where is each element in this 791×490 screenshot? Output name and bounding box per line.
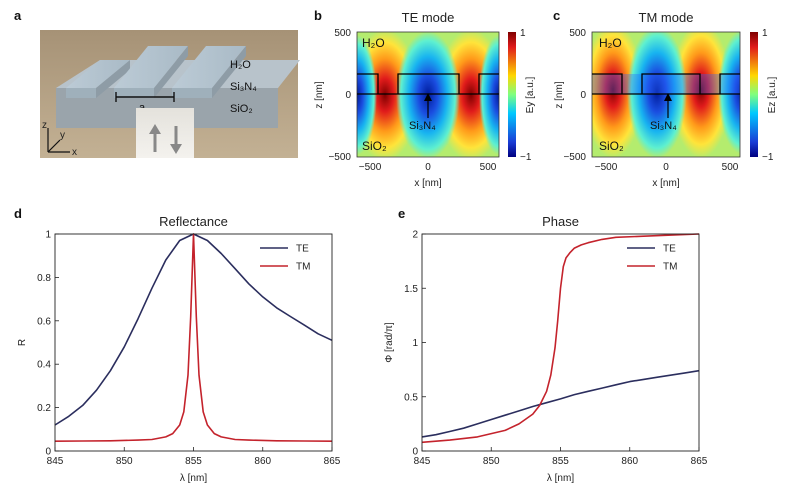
reflectance-legend-label-te: TE [296,244,309,255]
tm-region-bottom: SiO₂ [599,139,624,153]
te-arrow-label: Si₃N₄ [409,120,436,132]
tm-ylabel: z [nm] [554,81,565,108]
phase-xtick-label: 855 [552,456,569,467]
phase-series-te-line [421,369,700,438]
reflectance-series-tm-line [54,233,333,442]
phase-xtick-label: 865 [691,456,708,467]
tm-ytick-top: 500 [569,28,586,39]
te-cbar-min: −1 [520,152,532,163]
tm-arrow-label: Si₃N₄ [650,120,677,132]
reflectance-ytick-label: 0.2 [37,403,51,414]
tm-xtick-left: −500 [595,162,618,173]
phase-xtick-label: 845 [414,456,431,467]
phase-title: Phase [542,214,579,229]
tm-xtick-right: 500 [722,162,739,173]
tm-ridge-outline [592,73,740,95]
te-ytick-bot: −500 [328,152,351,163]
phase-ytick-label: 0.5 [404,392,418,403]
te-xtick-right: 500 [480,162,497,173]
panel-label-d: d [14,206,22,221]
reflectance-legend-label-tm: TM [296,262,310,273]
phase-ytick-label: 1.5 [404,284,418,295]
phase-series-tm-line [421,233,700,444]
panel-b: b TE mode Si₃N₄ H₂O SiO₂ 500 0 −500 −500 [314,8,536,189]
tm-xlabel: x [nm] [652,178,679,189]
label-oxide: SiO₂ [230,103,253,115]
tm-cbar-label: Ez [a.u.] [767,76,778,113]
tm-arrow [664,93,672,118]
reflectance-ylabel: R [17,339,28,346]
te-xtick-left: −500 [359,162,382,173]
panel-c: c TM mode Si₃N₄ H₂O SiO₂ 500 0 −500 −500 [553,8,778,189]
reflectance-ytick-label: 0.4 [37,360,51,371]
phase-ytick-label: 1 [412,338,418,349]
tm-cbar-min: −1 [762,152,774,163]
phase-xlabel: λ [nm] [547,473,574,484]
te-region-bottom: SiO₂ [362,139,387,153]
te-ytick-mid: 0 [345,90,351,101]
reflectance-ytick-label: 0.6 [37,316,51,327]
reflectance-chart: Reflectance 845 850 855 860 865 0 0.2 0.4 0.6 0.8 1… [17,214,341,484]
panel-label-a: a [14,8,22,23]
label-nitride: Si₃N₄ [230,81,257,93]
panel-label-c: c [553,8,560,23]
te-ylabel: z [nm] [314,81,325,108]
tm-ytick-bot: −500 [563,152,586,163]
phase-plot-frame [421,233,700,452]
te-xlabel: x [nm] [414,178,441,189]
reflectance-ytick-label: 1 [45,230,51,241]
reflectance-title: Reflectance [159,214,228,229]
axis-z-label: z [42,120,47,131]
phase-ylabel: Φ [rad/π] [384,322,395,363]
beam-arrows [149,124,182,154]
te-arrow [424,93,432,118]
reflectance-series-te-line [54,233,333,426]
label-water: H₂O [230,59,251,71]
reflectance-ytick-label: 0 [45,447,51,458]
phase-legend-label-tm: TM [663,262,677,273]
reflectance-xtick-label: 850 [116,456,133,467]
reflectance-xtick-label: 855 [185,456,202,467]
panel-label-e: e [398,206,405,221]
panel-label-b: b [314,8,322,23]
te-cbar-label: Ey [a.u.] [525,76,536,113]
phase-chart: Phase 845 850 855 860 865 0 0.5 1 1.5 2 TE TM λ [nm] Φ… [384,214,708,484]
reflectance-xlabel: λ [nm] [180,473,207,484]
te-ytick-top: 500 [334,28,351,39]
tm-xtick-mid: 0 [663,162,669,173]
te-xtick-mid: 0 [425,162,431,173]
tm-map-title: TM mode [639,10,694,25]
panel-a: a a H₂O [14,8,300,158]
tm-colorbar [750,32,758,157]
nitride-ridges [66,46,246,98]
reflectance-ytick-label: 0.8 [37,273,51,284]
coordinate-axes [47,128,70,153]
axis-y-label: y [60,130,65,141]
te-map-title: TE mode [402,10,455,25]
phase-xtick-label: 860 [621,456,638,467]
tm-region-top: H₂O [599,36,622,50]
tm-ytick-mid: 0 [580,90,586,101]
phase-ytick-label: 0 [412,447,418,458]
te-cbar-max: 1 [520,28,526,39]
phase-ytick-label: 2 [412,230,418,241]
tm-cbar-max: 1 [762,28,768,39]
reflectance-xtick-label: 860 [254,456,271,467]
reflectance-xtick-label: 865 [324,456,341,467]
axis-x-label: x [72,147,77,158]
phase-xtick-label: 850 [483,456,500,467]
phase-legend-label-te: TE [663,244,676,255]
reflectance-plot-frame [54,233,333,452]
te-region-top: H₂O [362,36,385,50]
reflectance-xtick-label: 845 [47,456,64,467]
te-colorbar [508,32,516,157]
incident-beam [136,108,194,158]
